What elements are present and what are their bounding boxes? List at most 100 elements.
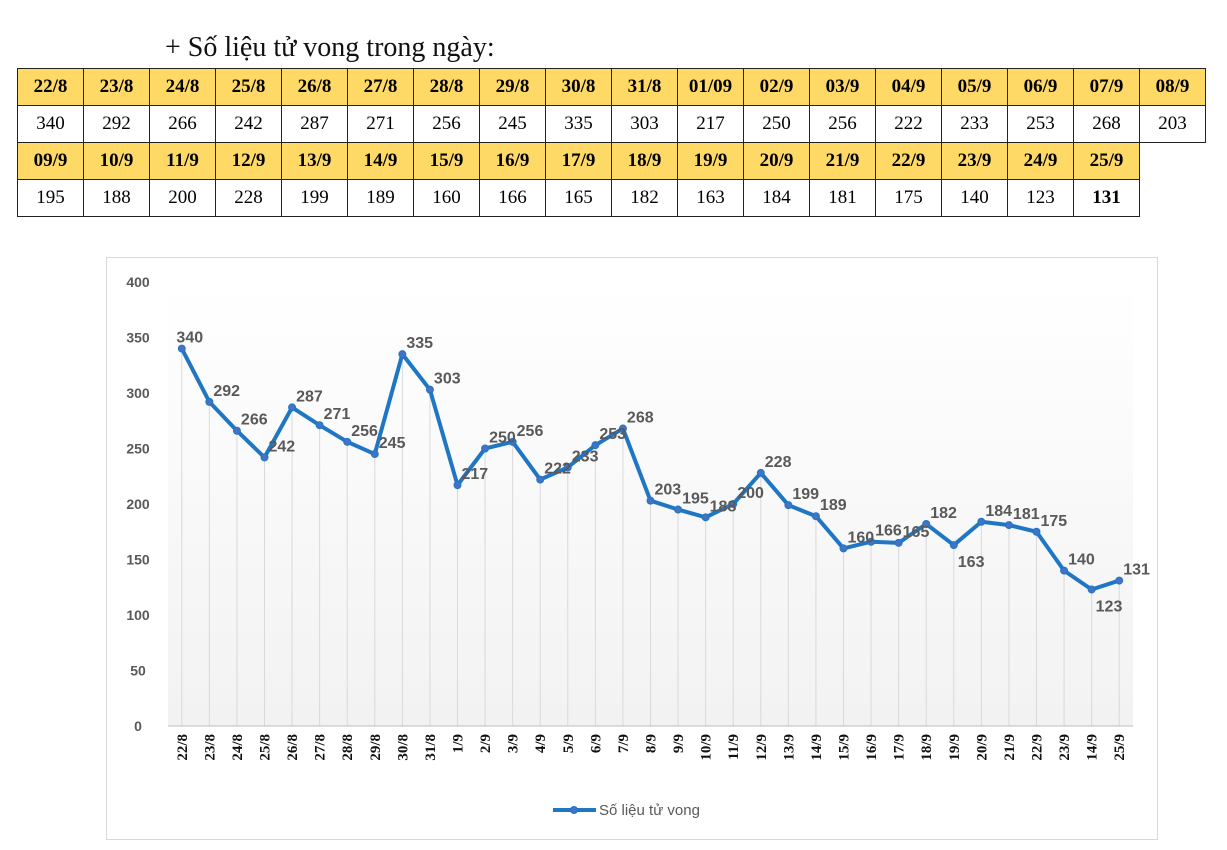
data-label: 242 <box>269 438 296 455</box>
x-tick-label: 9/9 <box>671 734 687 753</box>
date-cell: 07/9 <box>1073 68 1140 106</box>
x-tick-label: 2/9 <box>478 734 494 753</box>
y-tick-label: 400 <box>126 274 150 290</box>
value-cell: 242 <box>215 105 282 143</box>
data-point <box>1115 576 1124 585</box>
data-point <box>811 512 820 521</box>
value-cell: 253 <box>1007 105 1074 143</box>
x-tick-label: 3/9 <box>506 734 522 753</box>
data-label: 163 <box>958 554 985 571</box>
date-cell: 11/9 <box>149 142 216 180</box>
death-data-table: 22/8 23/8 24/8 25/8 26/8 27/8 28/8 29/8 30/8 31/8… <box>17 68 1206 217</box>
date-cell: 08/9 <box>1139 68 1206 106</box>
x-tick-label: 1/9 <box>451 734 467 753</box>
data-label: 250 <box>489 430 516 447</box>
y-tick-label: 100 <box>126 607 150 623</box>
x-tick-label: 25/8 <box>258 734 274 761</box>
date-cell: 27/8 <box>347 68 414 106</box>
value-cell: 335 <box>545 105 612 143</box>
x-tick-label: 18/9 <box>919 734 935 761</box>
data-label: 303 <box>434 371 461 388</box>
value-cell: 200 <box>149 179 216 217</box>
data-point <box>425 385 434 394</box>
value-cell: 160 <box>413 179 480 217</box>
value-cell: 166 <box>479 179 546 217</box>
date-cell: 16/9 <box>479 142 546 180</box>
date-cell: 12/9 <box>215 142 282 180</box>
data-point <box>343 437 352 446</box>
data-point <box>481 444 490 453</box>
data-label: 188 <box>710 498 737 515</box>
data-point <box>315 421 324 430</box>
value-cell: 268 <box>1073 105 1140 143</box>
value-cell: 233 <box>941 105 1008 143</box>
value-cell: 195 <box>17 179 84 217</box>
date-cell: 21/9 <box>809 142 876 180</box>
x-tick-label: 24/8 <box>230 734 246 761</box>
data-point <box>591 441 600 450</box>
data-point <box>867 537 876 546</box>
value-cell: 182 <box>611 179 678 217</box>
empty-cell <box>1139 179 1206 217</box>
date-cell: 23/8 <box>83 68 150 106</box>
data-point <box>205 397 214 406</box>
y-tick-label: 150 <box>126 552 150 568</box>
value-cell: 140 <box>941 179 1008 217</box>
y-tick-label: 250 <box>126 441 150 457</box>
data-label: 245 <box>379 435 406 452</box>
x-tick-label: 14/9 <box>1085 734 1101 761</box>
data-point <box>674 505 683 514</box>
data-label: 181 <box>1013 506 1040 523</box>
data-label: 256 <box>351 423 378 440</box>
data-point <box>288 403 297 412</box>
value-cell: 165 <box>545 179 612 217</box>
data-label: 203 <box>655 482 682 499</box>
date-cell: 01/09 <box>677 68 744 106</box>
x-tick-label: 27/8 <box>313 734 329 761</box>
data-point <box>922 519 931 528</box>
y-tick-label: 0 <box>134 718 142 734</box>
date-cell: 24/9 <box>1007 142 1074 180</box>
data-label: 271 <box>324 406 351 423</box>
data-point <box>894 538 903 547</box>
value-cell: 271 <box>347 105 414 143</box>
x-tick-label: 26/8 <box>285 734 301 761</box>
data-label: 166 <box>875 523 902 540</box>
x-tick-label: 23/9 <box>1057 734 1073 761</box>
data-point <box>398 350 407 359</box>
table-header-row: 22/8 23/8 24/8 25/8 26/8 27/8 28/8 29/8 30/8 31/8… <box>17 68 1206 106</box>
date-cell: 25/8 <box>215 68 282 106</box>
value-cell: 189 <box>347 179 414 217</box>
data-label: 131 <box>1123 562 1150 579</box>
x-tick-label: 11/9 <box>726 734 742 760</box>
date-cell: 06/9 <box>1007 68 1074 106</box>
data-point <box>1032 527 1041 536</box>
data-label: 268 <box>627 410 654 427</box>
value-cell: 266 <box>149 105 216 143</box>
data-point <box>453 481 462 490</box>
date-cell: 22/9 <box>875 142 942 180</box>
date-cell: 30/8 <box>545 68 612 106</box>
data-point <box>563 463 572 472</box>
chart-svg: 0 50 100 150 200 250 300 350 400 22/8 23/8 24/8 25/8… <box>126 274 1150 819</box>
empty-cell <box>1139 142 1206 180</box>
x-tick-label: 6/9 <box>588 734 604 753</box>
value-cell: 228 <box>215 179 282 217</box>
value-cell: 217 <box>677 105 744 143</box>
data-label: 140 <box>1068 552 1095 569</box>
x-tick-label: 25/9 <box>1112 734 1128 761</box>
data-point <box>1087 585 1096 594</box>
x-tick-label: 19/9 <box>947 734 963 761</box>
value-cell: 292 <box>83 105 150 143</box>
x-tick-label: 15/9 <box>837 734 853 761</box>
line-chart: 0 50 100 150 200 250 300 350 400 22/8 23/8 24/8 25/8… <box>106 257 1158 840</box>
value-cell: 163 <box>677 179 744 217</box>
table-value-row: 195 188 200 228 199 189 160 166 165 182 163 184 181 1… <box>17 179 1206 217</box>
data-label: 123 <box>1096 598 1123 615</box>
data-point <box>756 468 765 477</box>
data-label: 200 <box>737 485 764 502</box>
date-cell: 23/9 <box>941 142 1008 180</box>
data-point <box>646 496 655 505</box>
date-cell: 13/9 <box>281 142 348 180</box>
value-cell: 256 <box>413 105 480 143</box>
